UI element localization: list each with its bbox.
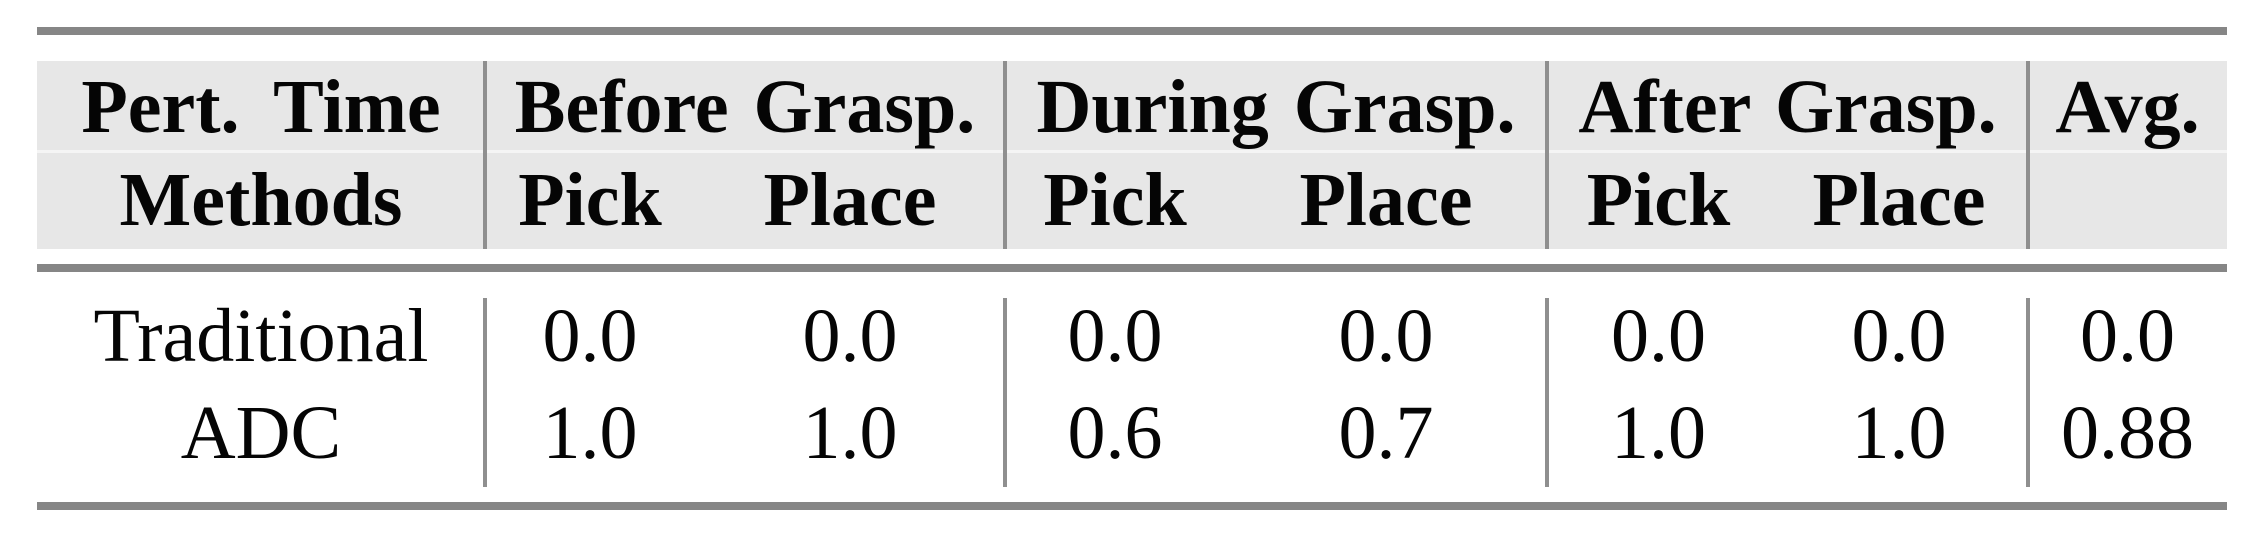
body-divider-2: [1003, 298, 1007, 487]
header-divider-4: [2026, 61, 2030, 249]
value-cell: 1.0: [1611, 391, 1706, 475]
value-cell: 1.0: [542, 391, 638, 475]
avg-value-cell: 0.88: [2061, 391, 2194, 475]
results-table: Pert. Time Before Grasp. During Grasp. A…: [37, 0, 2227, 542]
method-label: Traditional: [93, 294, 429, 378]
subheader-before-pick: Pick: [518, 158, 662, 242]
avg-value-cell: 0.0: [2080, 294, 2175, 378]
table-top-rule: [37, 27, 2227, 35]
body-divider-4: [2026, 298, 2030, 487]
subheader-after-pick: Pick: [1586, 158, 1731, 242]
subheader-avg-empty: [2028, 152, 2227, 249]
table-bottom-rule: [37, 502, 2227, 510]
subheader-during-pick: Pick: [1043, 158, 1187, 242]
header-divider-2: [1003, 61, 1007, 249]
header-row-1: Pert. Time Before Grasp. During Grasp. A…: [37, 61, 2227, 153]
subheader-before-place: Place: [763, 158, 937, 242]
table-header-background: [37, 61, 2227, 249]
value-cell: 1.0: [1851, 391, 1947, 475]
value-cell: 1.0: [802, 391, 898, 475]
header-divider-1: [483, 61, 487, 249]
value-cell: 0.0: [542, 294, 638, 378]
body-divider-1: [483, 298, 487, 487]
header-group-before-grasp: Before Grasp.: [514, 64, 976, 149]
method-label: ADC: [180, 391, 342, 475]
table-mid-rule: [37, 264, 2227, 272]
table-row-adc: ADC 1.0 1.0 0.6 0.7 1.0 1.0 0.88: [37, 385, 2227, 482]
header-avg: Avg.: [2055, 64, 2200, 149]
body-divider-3: [1545, 298, 1549, 487]
subheader-during-place: Place: [1299, 158, 1473, 242]
value-cell: 0.0: [1851, 294, 1947, 378]
subheader-after-place: Place: [1812, 158, 1986, 242]
value-cell: 0.0: [1067, 294, 1163, 378]
header-divider-3: [1545, 61, 1549, 249]
header-methods: Methods: [119, 158, 403, 242]
header-row-2: Methods Pick Place Pick Place Pick Place: [37, 152, 2227, 249]
value-cell: 0.0: [1338, 294, 1434, 378]
header-pert-time: Pert. Time: [81, 64, 441, 149]
value-cell: 0.0: [1611, 294, 1706, 378]
header-row-separator: [37, 150, 2227, 153]
table-row-traditional: Traditional 0.0 0.0 0.0 0.0 0.0 0.0 0.0: [37, 288, 2227, 385]
value-cell: 0.7: [1338, 391, 1434, 475]
value-cell: 0.6: [1067, 391, 1163, 475]
header-group-after-grasp: After Grasp.: [1578, 64, 1997, 149]
header-group-during-grasp: During Grasp.: [1036, 64, 1516, 149]
value-cell: 0.0: [802, 294, 898, 378]
